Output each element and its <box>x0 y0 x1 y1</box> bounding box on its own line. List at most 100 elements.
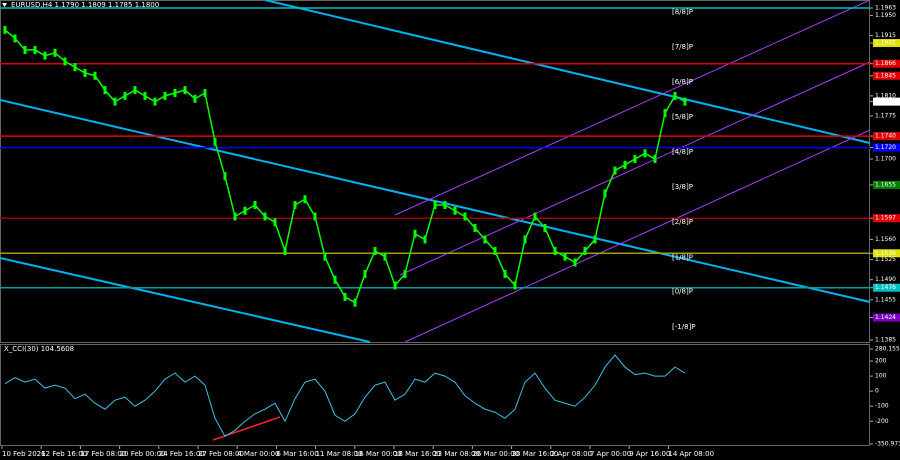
indicator-label: X_CCI(30) 104.5608 <box>4 345 74 353</box>
price-label: 1.1720 <box>875 144 896 151</box>
price-label: 1.1775 <box>875 112 896 119</box>
date-label: 18 Mar 16:00 <box>394 450 441 458</box>
price-box <box>873 59 900 68</box>
price-bar <box>3 25 7 34</box>
price-bar <box>283 246 287 255</box>
price-bar <box>243 206 247 215</box>
price-bar <box>643 149 647 158</box>
price-bar <box>593 235 597 244</box>
price-bar <box>573 258 577 267</box>
murrey-label: [3/8]P <box>672 183 693 191</box>
price-bar <box>163 91 167 100</box>
date-label: 20 Feb 00:00 <box>120 450 166 458</box>
price-box <box>873 313 900 322</box>
channel-line <box>264 0 871 144</box>
price-label: 1.1800 <box>875 98 896 105</box>
price-bar <box>293 201 297 210</box>
cci-tick-label: -200 <box>875 418 889 425</box>
price-bar <box>683 97 687 106</box>
price-label: 1.1950 <box>875 12 896 19</box>
price-label: 1.1455 <box>875 296 896 303</box>
price-bar <box>473 223 477 232</box>
price-bar <box>213 137 217 146</box>
murrey-label: [2/8]P <box>672 218 693 226</box>
price-bar <box>343 292 347 301</box>
cci-line <box>4 354 686 438</box>
price-bar <box>13 34 17 43</box>
channel-line <box>404 129 871 343</box>
price-label: 1.1597 <box>875 215 896 222</box>
date-label: 7 Apr 00:00 <box>590 450 631 458</box>
date-label: 6 Mar 16:00 <box>276 450 318 458</box>
price-label: 1.1560 <box>875 236 896 243</box>
price-bar <box>263 212 267 221</box>
price-bar <box>203 89 207 98</box>
price-bar <box>553 246 557 255</box>
channel-line <box>0 257 371 343</box>
price-bar <box>443 201 447 210</box>
price-bar <box>653 155 657 164</box>
cci-tick-label: 100 <box>875 373 887 380</box>
price-bar <box>133 86 137 95</box>
price-bar <box>223 172 227 181</box>
date-label: 24 Feb 16:00 <box>159 450 205 458</box>
price-bar <box>613 166 617 175</box>
date-label: 12 Feb 16:00 <box>41 450 87 458</box>
price-label: 1.1424 <box>875 314 896 321</box>
price-bar <box>363 269 367 278</box>
cci-tick-label: 280.1556 <box>875 346 900 353</box>
price-bar <box>513 281 517 290</box>
cci-tick-label: 0 <box>875 388 879 395</box>
date-label: 27 Feb 08:00 <box>198 450 244 458</box>
price-bar <box>323 252 327 261</box>
price-bar <box>463 212 467 221</box>
price-label: 1.1655 <box>875 181 896 188</box>
price-bar <box>393 281 397 290</box>
price-bar <box>413 229 417 238</box>
price-label: 1.1385 <box>875 337 896 344</box>
price-bar <box>113 97 117 106</box>
price-bar <box>503 269 507 278</box>
price-bar <box>623 160 627 169</box>
price-bar <box>23 45 27 54</box>
murrey-label: [7/8]P <box>672 43 693 51</box>
date-label: 23 Mar 08:00 <box>433 450 480 458</box>
date-label: 9 Apr 16:00 <box>629 450 670 458</box>
channels <box>0 0 871 343</box>
price-bar <box>403 269 407 278</box>
price-bar <box>183 86 187 95</box>
murrey-label: [0/8]P <box>672 288 693 296</box>
price-bar <box>633 155 637 164</box>
price-bar <box>143 91 147 100</box>
menu-icon <box>2 3 7 7</box>
price-box <box>873 97 900 106</box>
price-bar <box>233 212 237 221</box>
price-bar <box>583 246 587 255</box>
murrey-label: [8/8]P <box>672 8 693 16</box>
date-label: 30 Mar 16:00 <box>512 450 559 458</box>
murrey-label: [5/8]P <box>672 113 693 121</box>
price-bar <box>423 235 427 244</box>
cci-tick-label: 200 <box>875 358 887 365</box>
indicator-frame <box>0 344 870 446</box>
price-bar <box>53 48 57 57</box>
price-box <box>873 180 900 189</box>
price-bar <box>453 206 457 215</box>
channel-line <box>399 61 871 276</box>
price-label: 1.1700 <box>875 156 896 163</box>
price-bar <box>93 71 97 80</box>
price-box <box>873 132 900 141</box>
price-bar <box>83 68 87 77</box>
price-bar <box>103 86 107 95</box>
price-bar <box>173 89 177 98</box>
price-box <box>873 4 900 12</box>
date-label: 14 Apr 08:00 <box>668 450 714 458</box>
price-bar <box>353 298 357 307</box>
murrey-label: [6/8]P <box>672 78 693 86</box>
price-label: 1.1963 <box>875 5 896 12</box>
date-label: 10 Feb 2026 <box>2 450 46 458</box>
price-bar <box>273 218 277 227</box>
price-bar <box>33 45 37 54</box>
price-bar <box>193 94 197 103</box>
